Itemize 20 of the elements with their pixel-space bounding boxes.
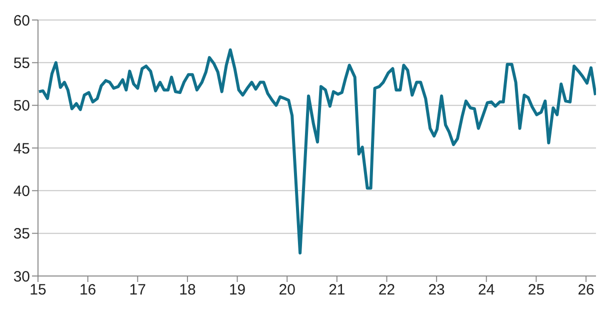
x-tick-label: 17 bbox=[129, 282, 146, 299]
x-tick-label: 25 bbox=[528, 282, 545, 299]
y-tick-label: 45 bbox=[13, 140, 30, 158]
x-tick-label: 16 bbox=[79, 282, 96, 299]
y-tick-label: 40 bbox=[13, 182, 30, 200]
x-tick-label: 18 bbox=[179, 282, 196, 299]
y-tick-label: 55 bbox=[13, 54, 30, 72]
y-tick-label: 35 bbox=[13, 226, 30, 243]
x-tick-label: 21 bbox=[328, 282, 346, 299]
y-tick-label: 30 bbox=[13, 268, 30, 286]
x-tick-label: 15 bbox=[30, 282, 46, 299]
x-tick-label: 22 bbox=[378, 282, 396, 299]
y-tick-label: 60 bbox=[13, 12, 30, 30]
x-tick-label: 20 bbox=[278, 282, 296, 299]
x-tick-label: 23 bbox=[428, 282, 445, 299]
x-tick-label: 19 bbox=[228, 282, 246, 299]
x-tick-label: 26 bbox=[578, 282, 594, 299]
line-series bbox=[38, 48, 596, 254]
y-tick-label: 50 bbox=[13, 98, 30, 115]
x-tick-label: 24 bbox=[478, 282, 495, 299]
